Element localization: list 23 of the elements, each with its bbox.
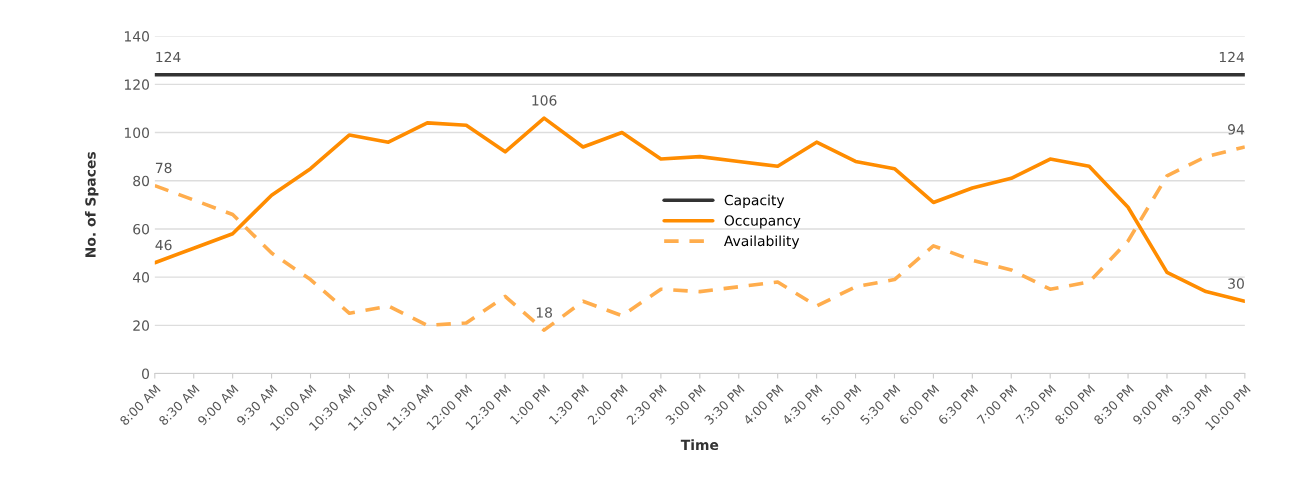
- data-label: 78: [155, 162, 172, 174]
- legend-label: Occupancy: [724, 215, 801, 229]
- y-tick-label: 80: [133, 175, 150, 187]
- y-tick-label: 100: [124, 127, 150, 139]
- data-label: 106: [532, 95, 557, 106]
- y-tick-label: 20: [133, 320, 150, 331]
- x-axis-title: Time: [680, 439, 719, 451]
- data-label: 18: [536, 307, 552, 318]
- y-tick-label: 140: [124, 31, 150, 42]
- y-tick-label: 40: [132, 272, 150, 283]
- legend-label: Capacity: [724, 194, 785, 209]
- data-label: 124: [156, 51, 181, 63]
- legend-label: Availability: [724, 235, 800, 249]
- data-label: 94: [1228, 124, 1245, 135]
- data-label: 46: [155, 239, 172, 251]
- line-series: [154, 116, 1245, 304]
- data-label: 30: [1228, 278, 1244, 289]
- y-tick-label: 0: [142, 368, 150, 380]
- y-tick-label: 120: [124, 79, 150, 90]
- data-label: 124: [1219, 51, 1245, 63]
- y-axis-title: No. of Spaces: [84, 152, 99, 258]
- y-tick-label: 60: [133, 223, 150, 235]
- line-series: [154, 145, 1245, 332]
